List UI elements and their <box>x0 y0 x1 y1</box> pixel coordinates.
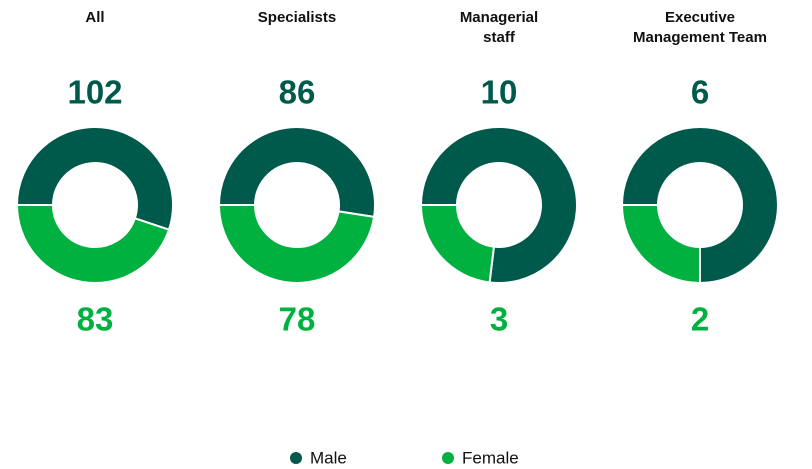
donut-segment <box>15 204 171 284</box>
value-label: 10 <box>481 74 518 111</box>
legend-marker <box>290 452 302 464</box>
donut-segment <box>217 204 376 284</box>
donut-segment <box>217 126 376 219</box>
chart-title: Executive Management Team <box>633 9 767 46</box>
donut-segment <box>419 204 496 284</box>
donut-segment <box>620 126 779 285</box>
chart-title: All <box>85 9 105 26</box>
value-label: 83 <box>77 301 114 338</box>
chart-title: Managerial staff <box>459 9 539 46</box>
value-label: 78 <box>279 301 316 338</box>
value-label: 3 <box>490 301 508 338</box>
legend-label: Female <box>462 448 519 467</box>
donut-segment <box>15 126 174 231</box>
donut-segment <box>419 126 578 284</box>
legend-label: Male <box>310 448 347 467</box>
value-label: 102 <box>67 74 122 111</box>
value-label: 2 <box>691 301 709 338</box>
value-label: 6 <box>691 74 709 111</box>
chart-title: Specialists <box>257 9 337 26</box>
legend-marker <box>442 452 454 464</box>
donut-segment <box>620 204 701 285</box>
value-label: 86 <box>279 74 316 111</box>
